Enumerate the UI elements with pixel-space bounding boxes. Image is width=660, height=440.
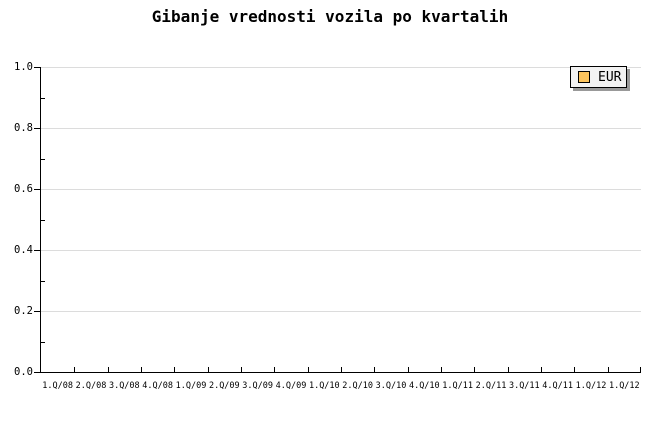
x-axis-tick-label: 1.Q/08 — [42, 381, 74, 391]
x-axis-tick-label: 4.Q/09 — [275, 381, 307, 391]
x-axis-tick — [274, 367, 275, 372]
x-axis-tick — [208, 367, 209, 372]
y-axis-minor-tick — [41, 342, 45, 343]
x-axis-tick-label: 3.Q/11 — [508, 381, 540, 391]
x-axis-tick-label: 1.Q/11 — [442, 381, 474, 391]
y-axis-major-tick — [34, 67, 40, 68]
y-axis-major-tick — [34, 189, 40, 190]
x-axis-tick-label: 1.Q/12 — [575, 381, 607, 391]
x-axis-tick-label: 4.Q/08 — [142, 381, 174, 391]
x-axis-tick-label: 2.Q/11 — [475, 381, 507, 391]
x-axis-tick — [441, 367, 442, 372]
x-axis-tick-label: 1.Q/12 — [608, 381, 640, 391]
y-axis-tick-label: 0.6 — [14, 183, 33, 195]
y-axis-tick-label: 0.0 — [14, 366, 33, 378]
y-axis-minor-tick — [41, 98, 45, 99]
y-axis-minor-tick — [41, 220, 45, 221]
y-axis-major-tick — [34, 372, 40, 373]
y-axis-tick-label: 0.4 — [14, 244, 33, 256]
y-gridline — [41, 128, 641, 129]
y-axis-minor-tick — [41, 159, 45, 160]
y-axis-tick-label: 0.8 — [14, 122, 33, 134]
x-axis-tick — [374, 367, 375, 372]
y-gridline — [41, 67, 641, 68]
x-axis-tick-label: 3.Q/09 — [242, 381, 274, 391]
y-gridline — [41, 250, 641, 251]
x-axis-tick-label: 4.Q/11 — [542, 381, 574, 391]
x-axis-tick — [174, 367, 175, 372]
legend-item-label: EUR — [598, 69, 622, 85]
x-axis-tick-label: 1.Q/09 — [175, 381, 207, 391]
x-axis-tick-label: 1.Q/10 — [308, 381, 340, 391]
x-axis-tick-label: 2.Q/09 — [208, 381, 240, 391]
x-axis-tick — [574, 367, 575, 372]
x-axis-tick — [341, 367, 342, 372]
x-axis-tick-label: 3.Q/10 — [375, 381, 407, 391]
legend-swatch — [578, 71, 590, 83]
x-axis-tick-label: 2.Q/10 — [342, 381, 374, 391]
legend-item: EUR — [578, 71, 621, 84]
plot-area — [34, 67, 641, 373]
chart-title: Gibanje vrednosti vozila po kvartalih — [151, 7, 509, 26]
x-axis-tick — [608, 367, 609, 372]
x-axis-tick — [74, 367, 75, 372]
y-gridline — [41, 311, 641, 312]
x-axis-tick — [108, 367, 109, 372]
y-gridline — [41, 189, 641, 190]
y-axis-major-tick — [34, 311, 40, 312]
legend-box: EUR — [570, 66, 627, 88]
y-axis-tick-label: 1.0 — [14, 61, 33, 73]
x-axis-tick-label: 2.Q/08 — [75, 381, 107, 391]
x-axis-tick-label: 3.Q/08 — [108, 381, 140, 391]
x-axis-tick — [308, 367, 309, 372]
y-axis-major-tick — [34, 128, 40, 129]
x-axis-tick — [474, 367, 475, 372]
y-axis-tick-label: 0.2 — [14, 305, 33, 317]
x-axis-tick — [241, 367, 242, 372]
x-axis-tick — [508, 367, 509, 372]
x-axis-labels: 1.Q/08 2.Q/08 3.Q/08 4.Q/08 1.Q/09 2.Q/09 3.Q/… — [41, 380, 641, 392]
x-axis-tick — [408, 367, 409, 372]
x-axis-tick — [141, 367, 142, 372]
x-axis-tick — [640, 367, 641, 372]
y-axis-minor-tick — [41, 281, 45, 282]
x-axis-tick — [541, 367, 542, 372]
y-axis-major-tick — [34, 250, 40, 251]
x-axis-tick-label: 4.Q/10 — [408, 381, 440, 391]
